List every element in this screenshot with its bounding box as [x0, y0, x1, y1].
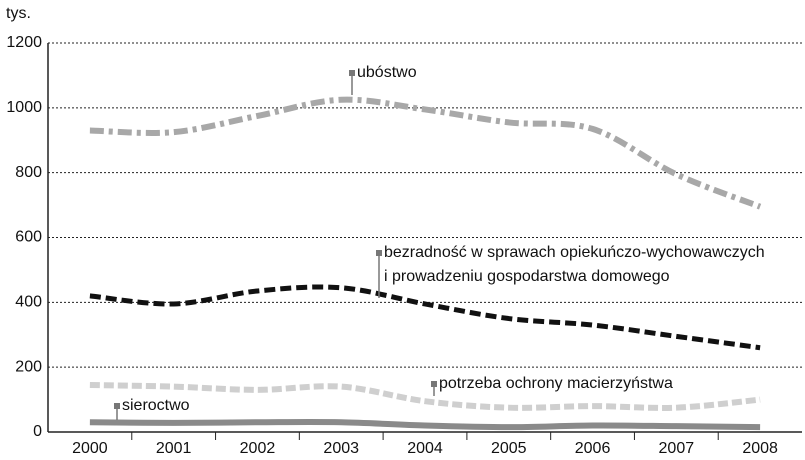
y-tick-label: 0: [33, 423, 42, 440]
callout-marker: [431, 381, 437, 387]
x-tick-label: 2005: [491, 440, 527, 457]
series-label: potrzeba ochrony macierzyństwa: [439, 375, 673, 392]
series-label: i prowadzeniu gospodarstwa domowego: [384, 268, 670, 285]
callout-marker: [349, 70, 355, 76]
series-line: [89, 381, 761, 411]
x-tick-label: 2002: [240, 440, 276, 457]
series-label: ubóstwo: [357, 64, 417, 81]
y-unit: tys.: [6, 5, 31, 22]
x-tick-label: 2006: [575, 440, 611, 457]
callout-marker: [376, 250, 382, 256]
y-tick-label: 200: [15, 358, 42, 375]
x-tick-label: 2001: [156, 440, 192, 457]
series-line: [89, 419, 761, 431]
series-line: [89, 96, 762, 210]
y-tick-label: 600: [15, 229, 42, 246]
series-line: [89, 284, 761, 351]
series-label: sieroctwo: [122, 397, 190, 414]
y-tick-label: 1200: [6, 34, 42, 51]
x-tick-label: 2003: [323, 440, 359, 457]
y-tick-label: 1000: [6, 99, 42, 116]
y-tick-label: 800: [15, 164, 42, 181]
x-tick-label: 2004: [407, 440, 443, 457]
series-label: bezradność w sprawach opiekuńczo-wychowa…: [384, 244, 765, 261]
x-tick-label: 2007: [659, 440, 695, 457]
x-tick-label: 2008: [742, 440, 778, 457]
y-tick-label: 400: [15, 294, 42, 311]
callout-marker: [114, 403, 120, 409]
x-tick-label: 2000: [72, 440, 108, 457]
